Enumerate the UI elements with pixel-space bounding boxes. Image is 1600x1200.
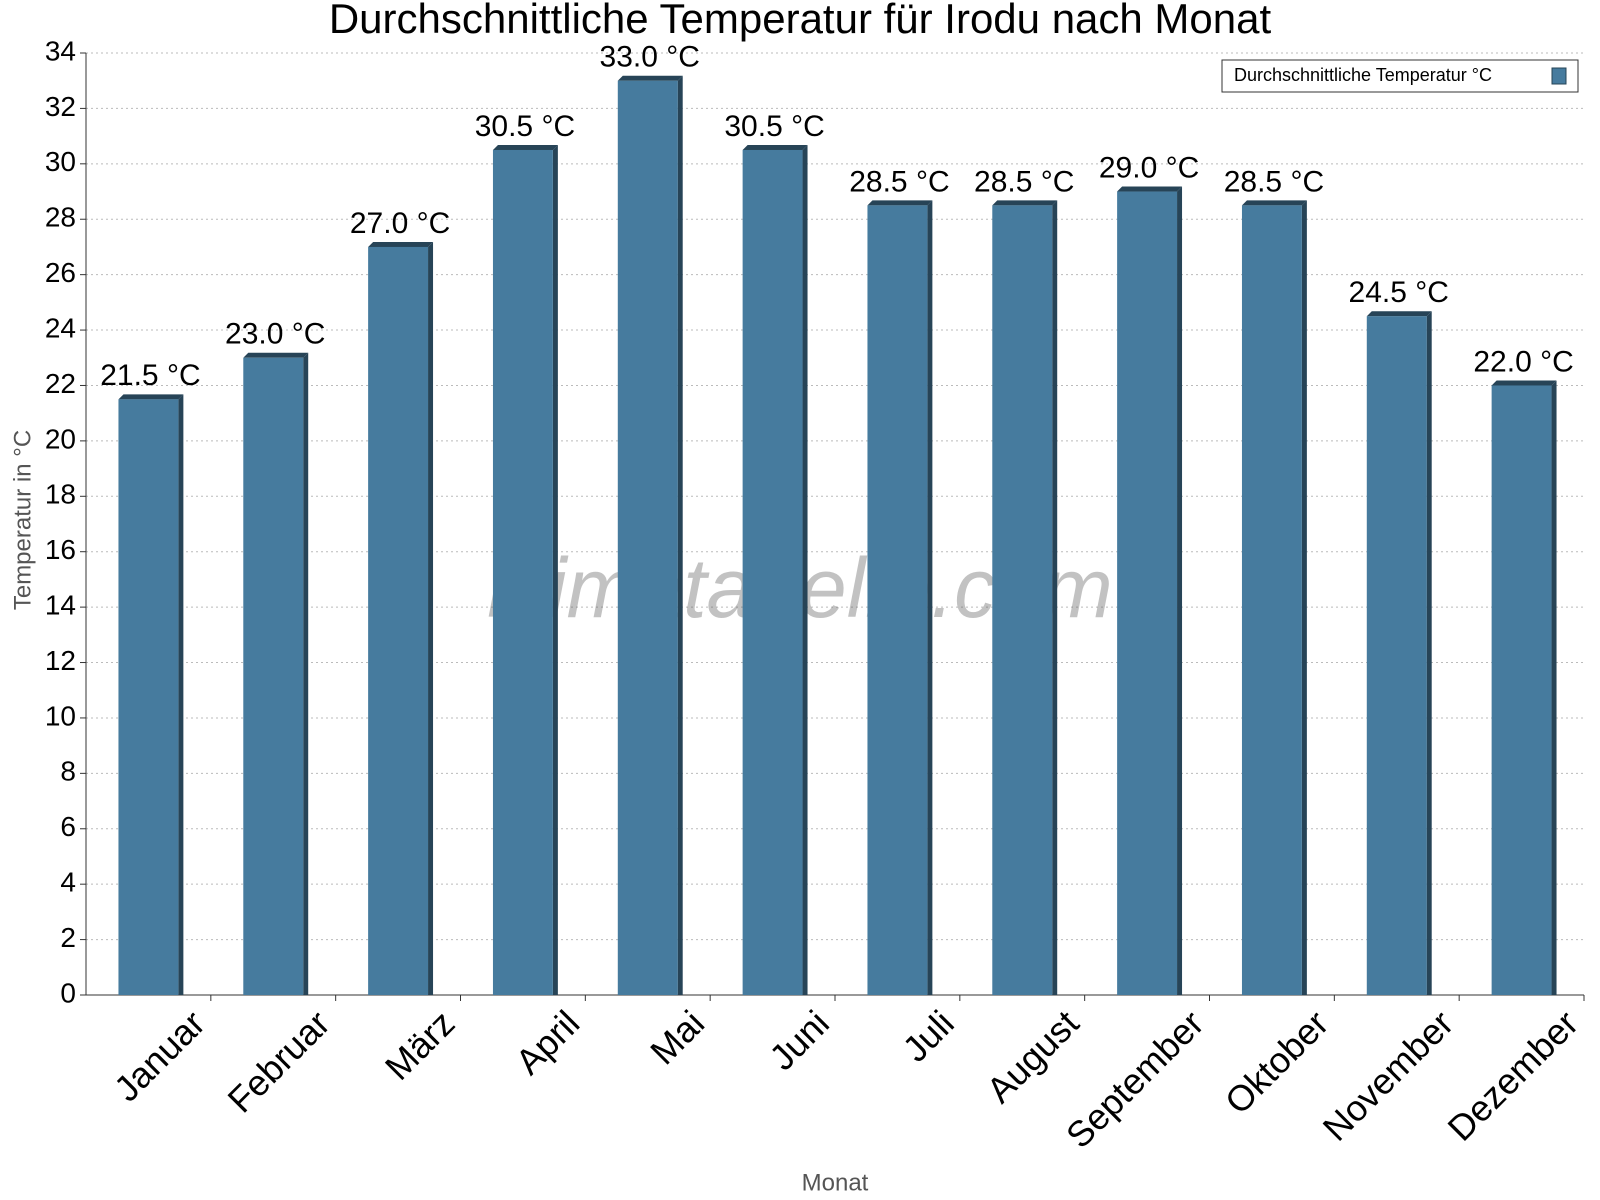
y-tick-label: 10 [45,700,76,731]
x-tick-label: Dezember [1440,1002,1586,1148]
bar [243,357,304,995]
legend-label: Durchschnittliche Temperatur °C [1234,65,1492,85]
value-label: 28.5 °C [1224,165,1324,198]
y-tick-label: 34 [45,35,76,66]
legend: Durchschnittliche Temperatur °C [1221,59,1579,93]
bar-side [303,352,309,995]
bar-side [802,144,808,995]
bar-side [552,144,558,995]
bar-top [492,144,558,150]
y-tick-label: 28 [45,202,76,233]
x-tick-label: Mai [642,1002,712,1072]
y-axis-label: Temperatur in °C [9,430,36,610]
value-label: 33.0 °C [600,41,700,74]
bar-side [1426,311,1432,995]
legend-box [1221,59,1579,93]
bar-top [1366,311,1432,317]
y-tick-label: 18 [45,479,76,510]
bar [368,246,429,996]
bar [617,80,678,996]
value-label: 28.5 °C [849,165,949,198]
y-tick-label: 2 [60,922,76,953]
bar [118,399,179,996]
bar-top [118,394,184,400]
value-label: 21.5 °C [100,359,200,392]
legend-swatch [1551,67,1567,85]
bar-side [677,75,683,996]
y-tick-label: 32 [45,91,76,122]
x-tick-label: Februar [220,1002,338,1120]
x-tick-label: Juni [761,1002,837,1078]
y-tick-label: 26 [45,257,76,288]
value-label: 30.5 °C [475,110,575,143]
bar-side [1177,186,1183,995]
bar-side [927,200,933,996]
y-tick-label: 24 [45,312,76,343]
bar-side [1052,200,1058,996]
bar-side [1301,200,1307,996]
bar-top [368,241,434,247]
x-tick-label: April [507,1002,587,1082]
y-tick-label: 20 [45,423,76,454]
bar-side [1551,380,1557,995]
bar-side [428,241,434,996]
bar [1366,316,1427,995]
chart-title: Durchschnittliche Temperatur für Irodu n… [329,0,1272,42]
x-tick-label: Oktober [1217,1002,1337,1122]
value-label: 30.5 °C [724,110,824,143]
value-label: 24.5 °C [1349,276,1449,309]
bar-top [1241,200,1307,206]
bar-top [992,200,1058,206]
value-label: 29.0 °C [1099,151,1199,184]
value-label: 23.0 °C [225,318,325,351]
bar-top [742,144,808,150]
bar [1241,205,1302,996]
bar [867,205,928,996]
y-tick-label: 0 [60,977,76,1008]
bar-top [1117,186,1183,192]
y-tick-label: 6 [60,811,76,842]
bar-top [617,75,683,81]
bar-top [867,200,933,206]
y-tick-label: 30 [45,146,76,177]
bar [742,149,803,995]
x-axis-label: Monat [802,1169,869,1196]
bar [1491,385,1552,995]
x-tick-label: November [1315,1002,1461,1148]
bar-top [243,352,309,358]
y-tick-label: 14 [45,590,76,621]
y-tick-label: 22 [45,368,76,399]
bar-side [178,394,184,996]
bar [992,205,1053,996]
y-tick-label: 16 [45,534,76,565]
bar [1117,191,1178,995]
x-tick-label: September [1058,1002,1212,1156]
y-tick-label: 8 [60,756,76,787]
y-tick-label: 4 [60,867,76,898]
y-tick-label: 12 [45,645,76,676]
value-label: 27.0 °C [350,207,450,240]
bar-top [1491,380,1557,386]
x-tick-label: März [377,1002,463,1088]
x-tick-label: Juli [895,1002,962,1069]
x-tick-label: Januar [106,1002,213,1109]
x-tick-label: August [978,1002,1086,1110]
value-label: 22.0 °C [1473,345,1573,378]
value-label: 28.5 °C [974,165,1074,198]
bar [492,149,553,995]
